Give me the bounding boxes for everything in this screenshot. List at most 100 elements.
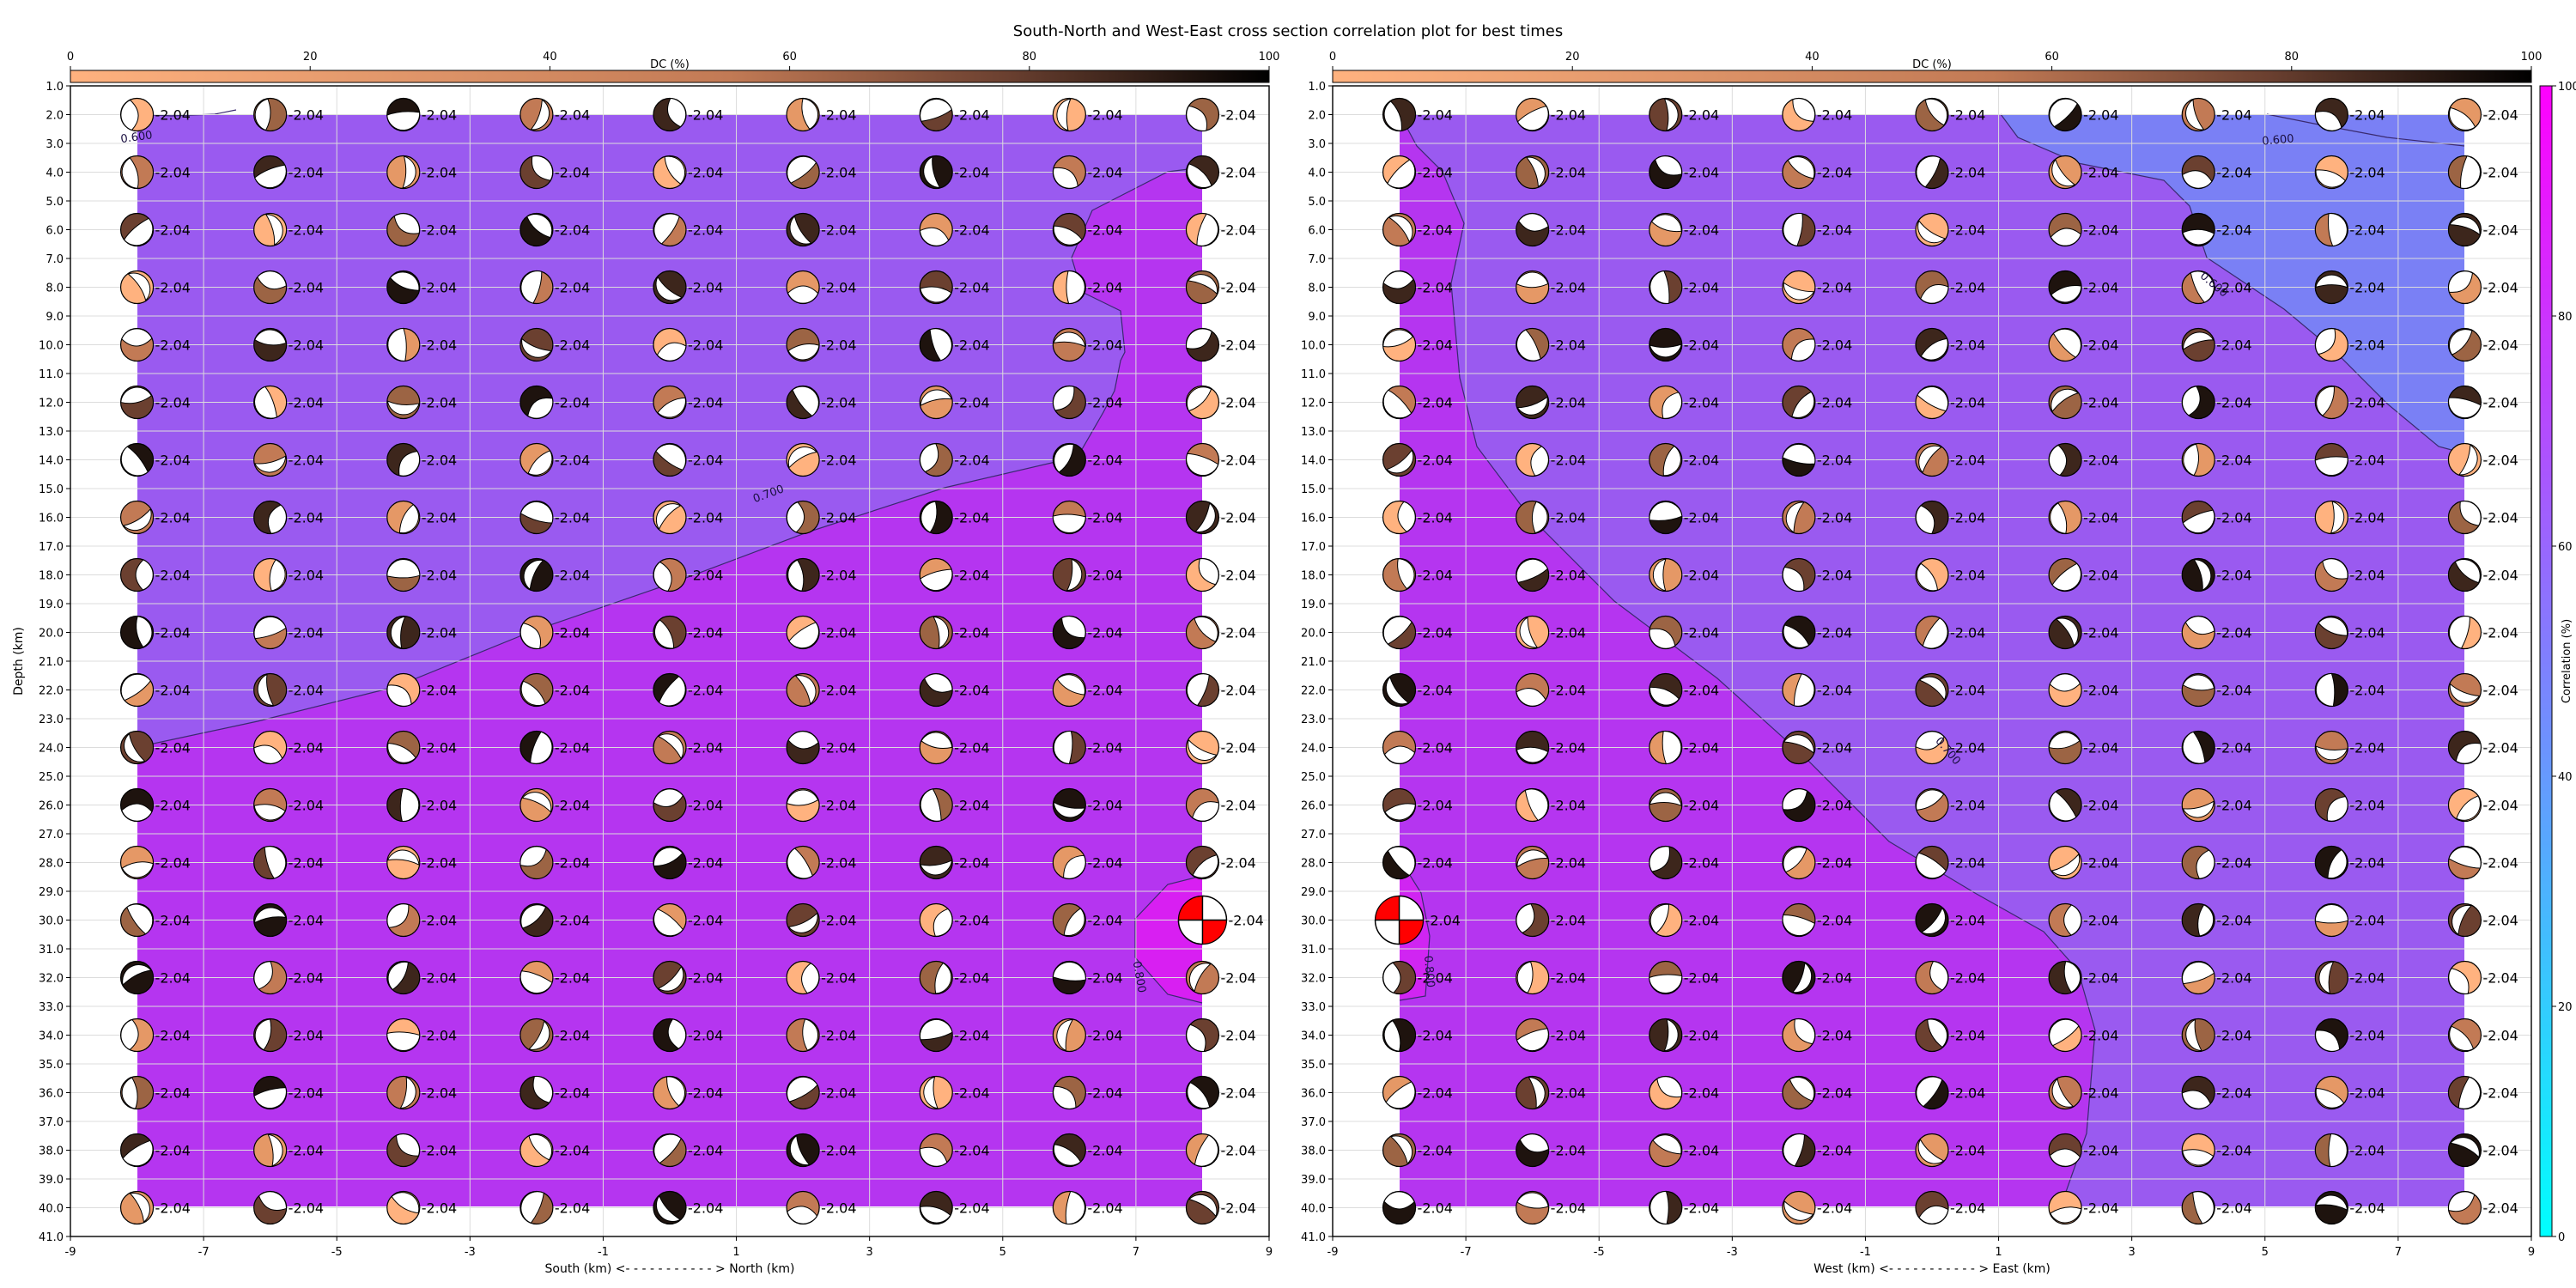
beachball-nodal-plane (1920, 337, 1948, 361)
y-tick-label: 33.0 (1301, 1001, 1326, 1014)
beachball: -2.04 (1649, 442, 1719, 477)
beachball-nodal-plane (267, 1133, 283, 1167)
beachball-time-label: -2.04 (2216, 740, 2251, 756)
beachball-nodal-plane (386, 400, 420, 416)
beachball-nodal-plane (1782, 788, 1808, 811)
beachball-nodal-plane (1649, 501, 1683, 521)
beachball-nodal-plane (787, 343, 820, 361)
beachball: -2.04 (119, 270, 191, 305)
beachball: -2.04 (1649, 155, 1719, 190)
beachball: -2.04 (1649, 327, 1719, 362)
beachball: -2.04 (653, 327, 723, 362)
beachball: -2.04 (2048, 557, 2119, 592)
beachball: -2.04 (1382, 730, 1453, 765)
beachball-nodal-plane (519, 970, 553, 993)
beachball-nodal-plane (253, 804, 286, 821)
beachball-nodal-plane (2459, 501, 2482, 526)
beachball-time-label: -2.04 (555, 740, 590, 756)
beachball: -2.04 (2447, 385, 2518, 420)
beachball: -2.04 (386, 500, 457, 535)
grid-south-north (70, 85, 1270, 1237)
beachball: -2.04 (2314, 730, 2385, 765)
beachball-time-label: -2.04 (1950, 222, 1985, 239)
beachball-nodal-plane (398, 451, 421, 477)
beachball-nodal-plane (2458, 1076, 2481, 1109)
beachball-nodal-plane (1663, 1018, 1679, 1052)
beachball: -2.04 (786, 270, 857, 305)
beachball-nodal-plane (923, 1076, 939, 1109)
y-tick-label: 25.0 (39, 771, 64, 784)
beachball-nodal-plane (1916, 562, 1939, 592)
y-tick-label: 38.0 (39, 1145, 64, 1158)
beachball: -2.04 (1649, 557, 1719, 592)
beachball-time-label: -2.04 (555, 395, 590, 411)
beachball-nodal-plane (1782, 566, 1805, 592)
beachball: -2.04 (653, 385, 723, 420)
beachball-nodal-plane (1387, 159, 1416, 189)
beachball: -2.04 (386, 615, 457, 650)
y-tick-label: 29.0 (1301, 886, 1326, 899)
beachball-nodal-plane (520, 680, 546, 707)
beachball-time-label: -2.04 (1817, 280, 1852, 296)
beachball: -2.04 (2181, 730, 2252, 765)
y-tick-label: 39.0 (1301, 1174, 1326, 1187)
beachball-nodal-plane (1650, 214, 1682, 233)
beachball-time-label: -2.04 (1220, 510, 1255, 526)
beachball-nodal-plane (254, 164, 287, 189)
beachball-nodal-plane (135, 559, 154, 591)
x-tick-label: 1 (1995, 1246, 2002, 1259)
beachball-nodal-plane (1188, 1194, 1218, 1218)
beachball-nodal-plane (1066, 270, 1085, 305)
beachball-time-label: -2.04 (1418, 107, 1453, 124)
dc-colorbar-south-north: 0 20 40 60 80 100 DC (%) (67, 51, 1279, 83)
beachball: -2.04 (386, 902, 457, 938)
beachball: -2.04 (1915, 327, 1985, 362)
beachball: -2.04 (2181, 960, 2252, 995)
beachball: -2.04 (1516, 1190, 1586, 1225)
beachball-time-label: -2.04 (2216, 625, 2251, 641)
beachball: -2.04 (1649, 1133, 1719, 1168)
beachball-nodal-plane (1177, 895, 1228, 945)
beachball-time-label: -2.04 (2216, 855, 2251, 872)
beachball: -2.04 (1185, 845, 1256, 880)
beachball-nodal-plane (2449, 1025, 2475, 1052)
beachball-nodal-plane (122, 964, 152, 986)
beachball-nodal-plane (657, 733, 684, 760)
beachball: -2.04 (1915, 557, 1985, 592)
x-tick-label: 9 (1266, 1246, 1273, 1259)
beachball-nodal-plane (654, 619, 675, 649)
beachball-nodal-plane (2449, 216, 2481, 236)
y-tick-label: 40.0 (39, 1203, 64, 1216)
beachball-time-label: -2.04 (555, 855, 590, 872)
beachball-time-label: -2.04 (2349, 1085, 2385, 1102)
beachball-nodal-plane (2315, 169, 2346, 188)
beachball-time-label: -2.04 (1551, 740, 1586, 756)
beachball-time-label: -2.04 (1087, 337, 1122, 354)
beachball-time-label: -2.04 (155, 337, 191, 354)
beachball-time-label: -2.04 (2083, 855, 2118, 872)
beachball-nodal-plane (1652, 558, 1667, 592)
beachball: -2.04 (653, 787, 723, 823)
beachball: -2.04 (1649, 902, 1719, 938)
beachball-nodal-plane (2196, 849, 2215, 879)
beachball-nodal-plane (391, 1192, 420, 1214)
beachball: -2.04 (653, 442, 723, 477)
beachball-time-label: -2.04 (1817, 510, 1852, 526)
beachball-time-label: -2.04 (1220, 1143, 1255, 1159)
y-tick-label: 5.0 (46, 196, 64, 209)
y-tick-label: 29.0 (39, 886, 64, 899)
beachball-nodal-plane (267, 504, 287, 534)
beachball-time-label: -2.04 (1950, 453, 1985, 469)
beachball-time-label: -2.04 (2349, 970, 2385, 987)
beachball: -2.04 (2181, 442, 2252, 477)
dc-colorbar-tick-label: 0 (1329, 51, 1336, 64)
beachball-nodal-plane (1186, 386, 1212, 412)
beachball-time-label: -2.04 (1220, 568, 1255, 584)
beachball: -2.04 (1516, 212, 1586, 247)
y-tick-label: 32.0 (39, 973, 64, 986)
beachball: -2.04 (519, 730, 590, 765)
beachball: -2.04 (2048, 672, 2119, 708)
dc-colorbar-tick-label: 0 (67, 51, 74, 64)
beachball: -2.04 (1649, 787, 1719, 823)
beachball-time-label: -2.04 (1220, 740, 1255, 756)
